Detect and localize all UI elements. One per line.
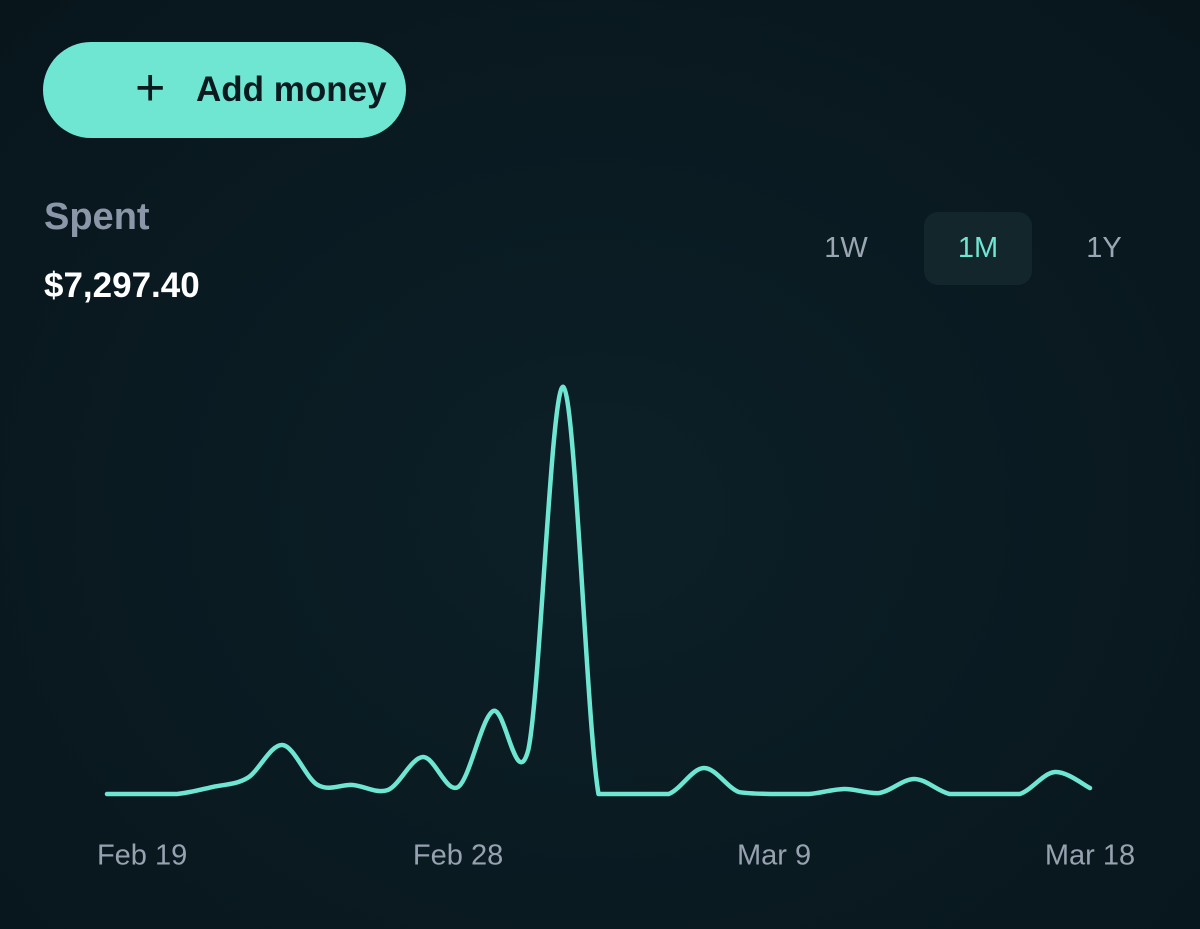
plus-icon: +: [135, 59, 166, 117]
range-tab[interactable]: 1Y: [1086, 232, 1122, 264]
add-money-button[interactable]: + Add money: [43, 42, 406, 138]
x-tick-label: Mar 18: [1045, 840, 1135, 872]
range-tab[interactable]: 1W: [824, 232, 868, 264]
spent-amount: $7,297.40: [44, 266, 200, 305]
x-tick-label: Feb 19: [97, 840, 187, 872]
range-tab[interactable]: 1M: [924, 212, 1032, 285]
x-tick-label: Feb 28: [413, 840, 503, 872]
spent-label: Spent: [44, 196, 150, 238]
spend-line: [104, 384, 1093, 797]
x-tick-label: Mar 9: [737, 840, 811, 872]
button-label: Add money: [196, 70, 387, 109]
